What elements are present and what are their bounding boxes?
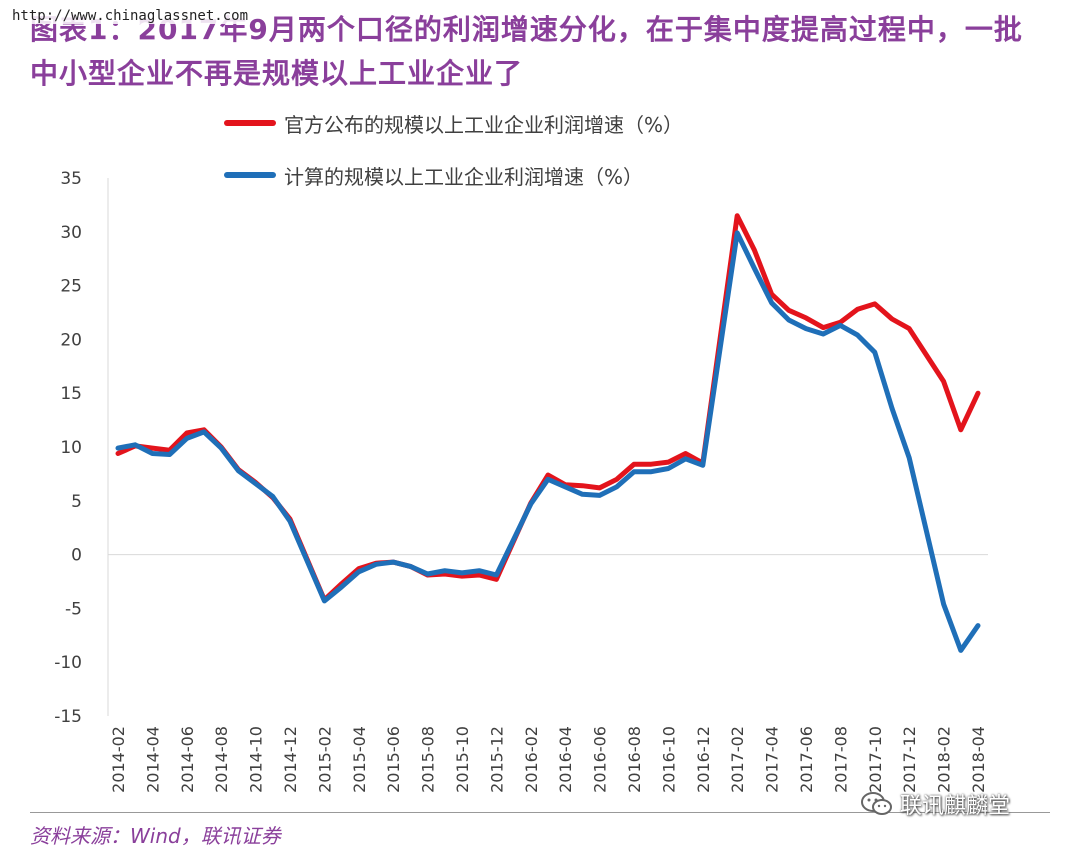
x-tick-label: 2017-12 (900, 726, 919, 793)
brand-name: 联讯麒麟堂 (900, 794, 1011, 819)
x-tick-label: 2014-06 (178, 726, 197, 793)
brand-mark: 联讯麒麟堂 (860, 788, 1010, 820)
legend-item-official: 官方公布的规模以上工业企业利润增速（%） (224, 106, 683, 140)
y-tick-label: -15 (54, 707, 82, 727)
x-tick-label: 2018-04 (969, 726, 988, 793)
x-tick-label: 2014-08 (212, 726, 231, 793)
x-tick-label: 2015-06 (384, 726, 403, 793)
series-line-calculated (115, 230, 981, 653)
x-tick-label: 2016-10 (659, 726, 678, 793)
x-tick-label: 2014-02 (109, 726, 128, 793)
x-tick-label: 2017-10 (866, 726, 885, 793)
x-tick-label: 2014-10 (247, 726, 266, 793)
x-tick-label: 2016-08 (625, 726, 644, 793)
y-tick-label: 10 (60, 438, 82, 458)
legend-swatch-calculated (224, 172, 276, 178)
legend-label-calculated: 计算的规模以上工业企业利润增速（%） (284, 164, 644, 189)
x-tick-label: 2016-12 (694, 726, 713, 793)
y-tick-label: 20 (60, 330, 82, 350)
x-tick-label: 2015-04 (350, 726, 369, 793)
chart-title: 图表1：2017年9月两个口径的利润增速分化，在于集中度提高过程中，一批中小型企… (30, 13, 1023, 90)
chart-legend: 官方公布的规模以上工业企业利润增速（%） 计算的规模以上工业企业利润增速（%） (224, 106, 683, 210)
y-tick-label: -5 (65, 599, 82, 619)
x-tick-label: 2014-12 (281, 726, 300, 793)
legend-swatch-official (224, 120, 276, 126)
y-tick-label: 15 (60, 384, 82, 404)
x-tick-label: 2015-12 (487, 726, 506, 793)
x-tick-label: 2018-02 (935, 726, 954, 793)
x-tick-label: 2016-02 (522, 726, 541, 793)
x-tick-label: 2017-04 (763, 726, 782, 793)
x-tick-label: 2015-10 (453, 726, 472, 793)
watermark-url: http://www.chinaglassnet.com (10, 8, 251, 24)
footer-divider (30, 812, 1050, 813)
wechat-icon (861, 792, 892, 815)
x-tick-label: 2017-06 (797, 726, 816, 793)
source-note: 资料来源：Wind，联讯证券 (30, 824, 281, 848)
x-tick-label: 2016-06 (591, 726, 610, 793)
y-tick-label: 5 (71, 492, 82, 512)
legend-label-official: 官方公布的规模以上工业企业利润增速（%） (284, 112, 684, 137)
x-tick-label: 2017-08 (831, 726, 850, 793)
y-tick-label: 0 (71, 546, 82, 566)
x-tick-label: 2017-02 (728, 726, 747, 793)
y-tick-label: -10 (54, 653, 82, 673)
y-tick-label: 25 (60, 277, 82, 297)
x-tick-label: 2016-04 (556, 726, 575, 793)
series-line-official (115, 213, 981, 603)
legend-item-calculated: 计算的规模以上工业企业利润增速（%） (224, 158, 683, 192)
x-tick-label: 2015-08 (419, 726, 438, 793)
x-tick-label: 2014-04 (143, 726, 162, 793)
y-tick-label: 35 (60, 169, 82, 189)
y-tick-label: 30 (60, 223, 82, 243)
x-tick-label: 2015-02 (315, 726, 334, 793)
